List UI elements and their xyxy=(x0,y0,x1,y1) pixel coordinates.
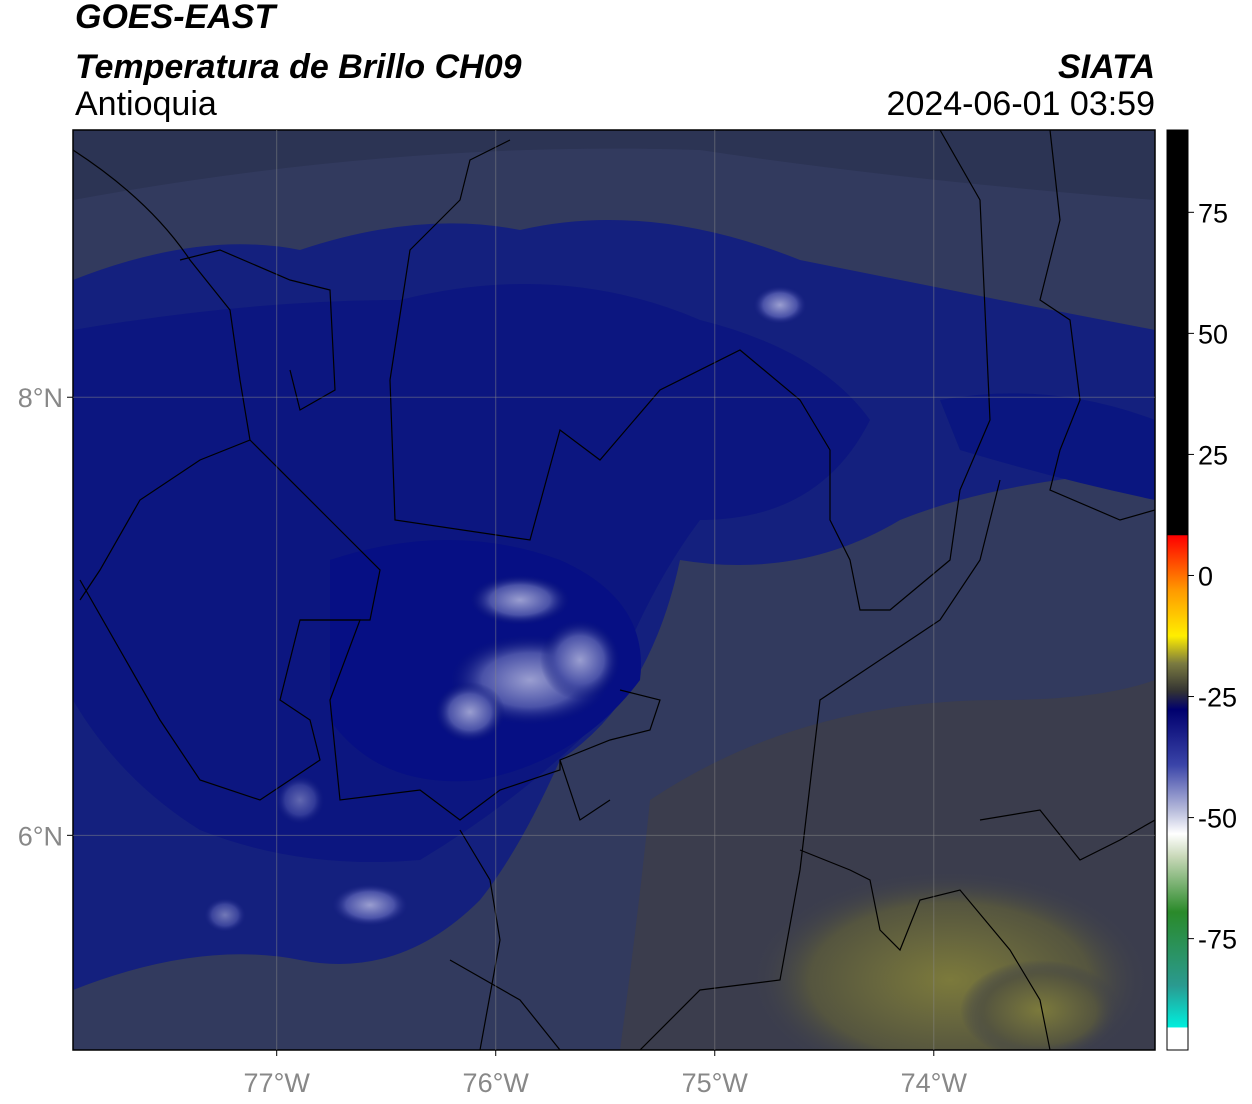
lon-tick-label: 74°W xyxy=(901,1068,968,1098)
lon-tick-label: 75°W xyxy=(682,1068,749,1098)
title: GOES-EAST xyxy=(75,0,278,36)
colorbar xyxy=(1166,129,1189,1051)
subtitle: Temperatura de Brillo CH09 xyxy=(75,48,522,86)
region: Antioquia xyxy=(75,85,217,123)
colorbar-tick-label: 25 xyxy=(1198,440,1228,470)
lon-tick-label: 76°W xyxy=(463,1068,530,1098)
lat-tick-label: 8°N xyxy=(18,383,63,413)
colorbar-tick-label: 75 xyxy=(1198,198,1228,228)
colorbar-tick-label: 0 xyxy=(1198,561,1213,591)
colorbar-tick-label: 50 xyxy=(1198,319,1228,349)
colorbar-tick-label: -50 xyxy=(1198,804,1237,834)
map-image xyxy=(73,130,1155,1050)
lon-tick-label: 77°W xyxy=(244,1068,311,1098)
colorbar-tick-label: -75 xyxy=(1198,925,1237,955)
source: SIATA xyxy=(1058,48,1155,86)
map-frame xyxy=(72,129,1156,1051)
timestamp: 2024-06-01 03:59 xyxy=(887,85,1155,123)
lat-tick-label: 6°N xyxy=(18,821,63,851)
colorbar-tick-label: -25 xyxy=(1198,683,1237,713)
